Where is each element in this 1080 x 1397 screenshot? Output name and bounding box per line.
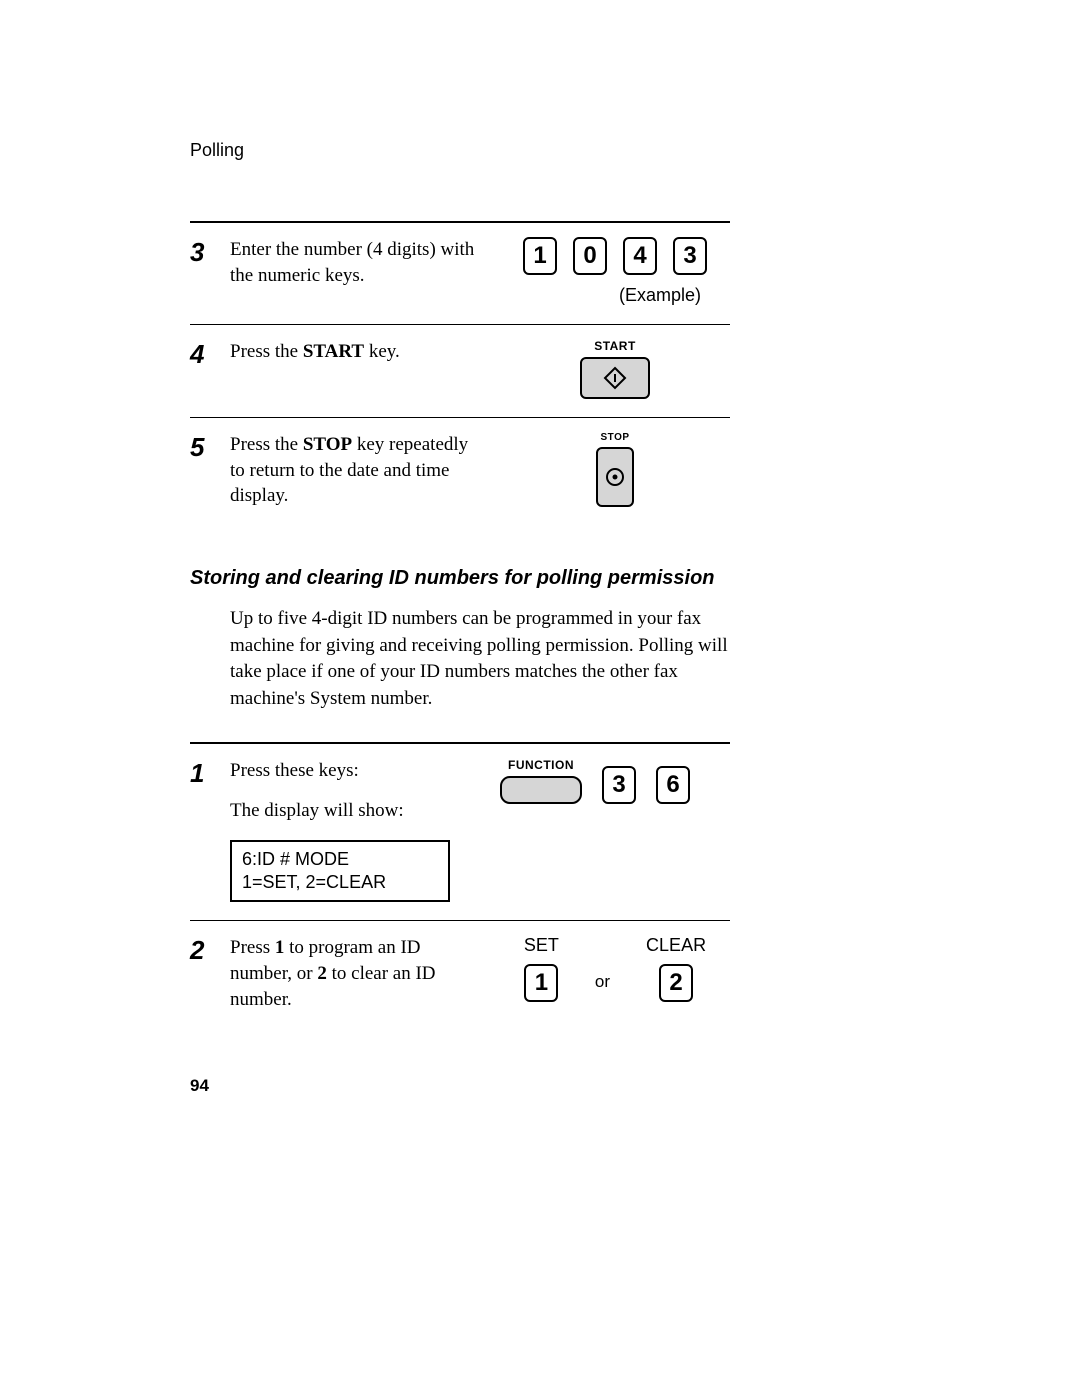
text-bold: 1 <box>275 937 285 958</box>
step-number: 2 <box>190 937 216 963</box>
text-bold: STOP <box>303 434 352 455</box>
step-text: Enter the number (4 digits) with the num… <box>230 237 480 288</box>
step-3: 3 Enter the number (4 digits) with the n… <box>190 223 730 324</box>
step-b-1: 1 Press these keys: The display will sho… <box>190 744 730 920</box>
step-graphic: SET 1 or CLEAR 2 <box>500 935 730 1002</box>
step-number: 1 <box>190 760 216 786</box>
step-graphic: STOP <box>500 432 730 507</box>
function-key-label: FUNCTION <box>508 758 574 772</box>
text: Press <box>230 937 275 958</box>
text-line: Press these keys: <box>230 758 480 784</box>
numeric-key[interactable]: 4 <box>623 237 657 275</box>
step-graphic: START <box>500 339 730 399</box>
numeric-key[interactable]: 0 <box>573 237 607 275</box>
section-heading: Storing and clearing ID numbers for poll… <box>190 567 730 590</box>
stop-key[interactable] <box>596 447 634 507</box>
step-text: Press these keys: The display will show: <box>230 758 480 823</box>
step-text: Press the STOP key repeatedly to return … <box>230 432 480 509</box>
text: Press the <box>230 341 303 362</box>
step-text: Press the START key. <box>230 339 480 365</box>
numeric-key[interactable]: 6 <box>656 766 690 804</box>
step-5: 5 Press the STOP key repeatedly to retur… <box>190 418 730 527</box>
text: key. <box>364 341 400 362</box>
start-key[interactable] <box>580 357 650 399</box>
running-header: Polling <box>190 140 730 161</box>
function-key[interactable] <box>500 776 582 804</box>
step-text: Press 1 to program an ID number, or 2 to… <box>230 935 480 1012</box>
step-graphic: FUNCTION 3 6 <box>500 758 730 823</box>
numeric-key[interactable]: 1 <box>524 964 558 1002</box>
numeric-key[interactable]: 2 <box>659 964 693 1002</box>
lcd-line: 6:ID # MODE <box>242 848 438 871</box>
text: Press the <box>230 434 303 455</box>
clear-label: CLEAR <box>646 935 706 956</box>
numeric-key[interactable]: 1 <box>523 237 557 275</box>
numeric-key[interactable]: 3 <box>673 237 707 275</box>
set-label: SET <box>524 935 559 956</box>
page-number: 94 <box>190 1076 730 1096</box>
step-b-2: 2 Press 1 to program an ID number, or 2 … <box>190 921 730 1030</box>
step-graphic: 1 0 4 3 (Example) <box>500 237 730 306</box>
or-text: or <box>595 972 610 992</box>
step-number: 4 <box>190 341 216 367</box>
step-number: 3 <box>190 239 216 265</box>
step-4: 4 Press the START key. START <box>190 325 730 417</box>
stop-key-label: STOP <box>600 432 629 443</box>
lcd-line: 1=SET, 2=CLEAR <box>242 871 438 894</box>
text-line: The display will show: <box>230 798 480 824</box>
stop-icon <box>605 467 625 487</box>
section-paragraph: Up to five 4-digit ID numbers can be pro… <box>230 606 730 712</box>
start-key-label: START <box>594 339 636 353</box>
example-label: (Example) <box>619 285 701 306</box>
key-row: 1 0 4 3 <box>523 237 707 275</box>
start-icon <box>603 366 627 390</box>
page-content: Polling 3 Enter the number (4 digits) wi… <box>190 140 730 1096</box>
text-bold: 2 <box>317 963 327 984</box>
lcd-display: 6:ID # MODE 1=SET, 2=CLEAR <box>230 840 450 903</box>
text-bold: START <box>303 341 364 362</box>
numeric-key[interactable]: 3 <box>602 766 636 804</box>
step-number: 5 <box>190 434 216 460</box>
